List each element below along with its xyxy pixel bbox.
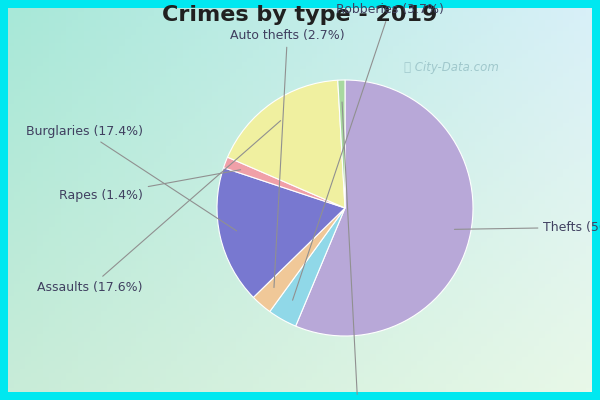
Wedge shape bbox=[338, 80, 345, 208]
Text: Burglaries (17.4%): Burglaries (17.4%) bbox=[26, 125, 236, 231]
Text: Thefts (56.3%): Thefts (56.3%) bbox=[454, 221, 600, 234]
Wedge shape bbox=[217, 168, 345, 297]
Text: Robberies (3.7%): Robberies (3.7%) bbox=[293, 3, 444, 300]
Wedge shape bbox=[270, 208, 345, 326]
Text: Crimes by type - 2019: Crimes by type - 2019 bbox=[163, 5, 437, 25]
Wedge shape bbox=[224, 157, 345, 208]
Text: Assaults (17.6%): Assaults (17.6%) bbox=[37, 121, 281, 294]
Text: Arson (0.9%): Arson (0.9%) bbox=[317, 102, 398, 400]
Wedge shape bbox=[296, 80, 473, 336]
Wedge shape bbox=[253, 208, 345, 312]
Text: ⓘ City-Data.com: ⓘ City-Data.com bbox=[404, 61, 499, 74]
Wedge shape bbox=[227, 80, 345, 208]
Text: Rapes (1.4%): Rapes (1.4%) bbox=[59, 170, 241, 202]
Text: Auto thefts (2.7%): Auto thefts (2.7%) bbox=[230, 29, 345, 288]
